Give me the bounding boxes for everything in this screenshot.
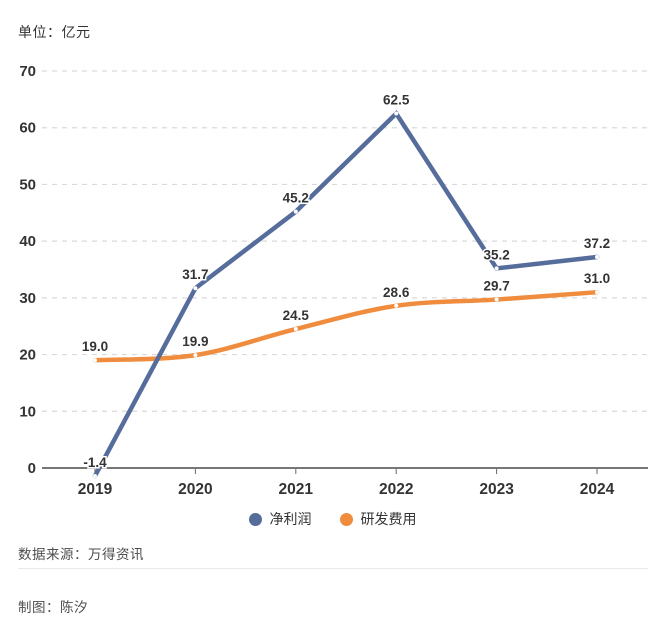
net-profit-point-marker <box>93 473 97 478</box>
net-profit-point-marker <box>494 266 499 271</box>
rd-expense-value-label: 31.0 <box>584 271 610 286</box>
rd-expense-point-marker <box>193 353 198 358</box>
data-source-caption: 数据来源：万得资讯 <box>18 547 144 562</box>
net-profit-value-label: 37.2 <box>584 236 610 251</box>
legend-label-net-profit: 净利润 <box>269 511 312 527</box>
legend-item-rd-expense: 研发费用 <box>339 509 417 529</box>
x-axis-label: 2022 <box>379 481 413 498</box>
net-profit-value-label: 35.2 <box>483 247 509 262</box>
author-caption: 制图：陈汐 <box>18 600 88 615</box>
y-axis-tick-label: 0 <box>28 460 36 477</box>
legend-label-rd-expense: 研发费用 <box>360 511 417 527</box>
y-axis-tick-label: 40 <box>19 233 36 250</box>
rd-expense-point-marker <box>394 303 399 308</box>
line-chart: 0 10 20 30 40 50 60 70 2019 2020 2021 2022 2023 2024 -… <box>19 63 648 498</box>
rd-expense-point-marker <box>293 327 298 332</box>
x-axis-label: 2024 <box>580 481 615 498</box>
rd-expense-legend-dot-icon <box>339 512 353 526</box>
net-profit-point-marker <box>595 255 599 260</box>
series-line-rd-expense <box>92 289 600 363</box>
net-profit-value-label: 45.2 <box>283 191 309 206</box>
rd-expense-value-label: 28.6 <box>383 285 410 300</box>
footer-divider <box>18 568 648 569</box>
y-axis-tick-label: 70 <box>19 63 36 80</box>
rd-expense-point-marker <box>494 297 499 302</box>
rd-expense-value-label: 29.7 <box>483 279 509 294</box>
net-profit-value-label: -1.4 <box>83 455 107 470</box>
net-profit-point-marker <box>394 111 399 116</box>
x-axis-label: 2019 <box>78 481 113 498</box>
series-line-net-profit <box>92 110 600 479</box>
x-axis-label: 2021 <box>279 481 314 498</box>
x-axis-label: 2020 <box>178 481 212 498</box>
unit-label: 单位：亿元 <box>18 24 91 40</box>
rd-expense-value-label: 19.0 <box>82 339 108 354</box>
rd-expense-point-marker <box>93 358 97 363</box>
legend-item-net-profit: 净利润 <box>248 509 312 529</box>
net-profit-legend-dot-icon <box>248 512 262 526</box>
rd-expense-point-marker <box>595 290 599 295</box>
x-axis-label: 2023 <box>479 481 514 498</box>
y-axis-tick-label: 20 <box>19 347 36 364</box>
y-axis-tick-label: 30 <box>19 290 36 307</box>
net-profit-point-marker <box>193 286 198 291</box>
net-profit-value-label: 62.5 <box>383 93 410 108</box>
y-axis-tick-label: 60 <box>19 120 36 137</box>
net-profit-point-marker <box>293 209 298 214</box>
rd-expense-value-label: 24.5 <box>283 308 310 323</box>
net-profit-value-label: 31.7 <box>182 267 208 282</box>
y-axis-tick-label: 10 <box>19 403 36 420</box>
legend: 净利润 研发费用 <box>0 509 665 529</box>
rd-expense-value-label: 19.9 <box>182 334 208 349</box>
y-axis-tick-label: 50 <box>19 176 36 193</box>
